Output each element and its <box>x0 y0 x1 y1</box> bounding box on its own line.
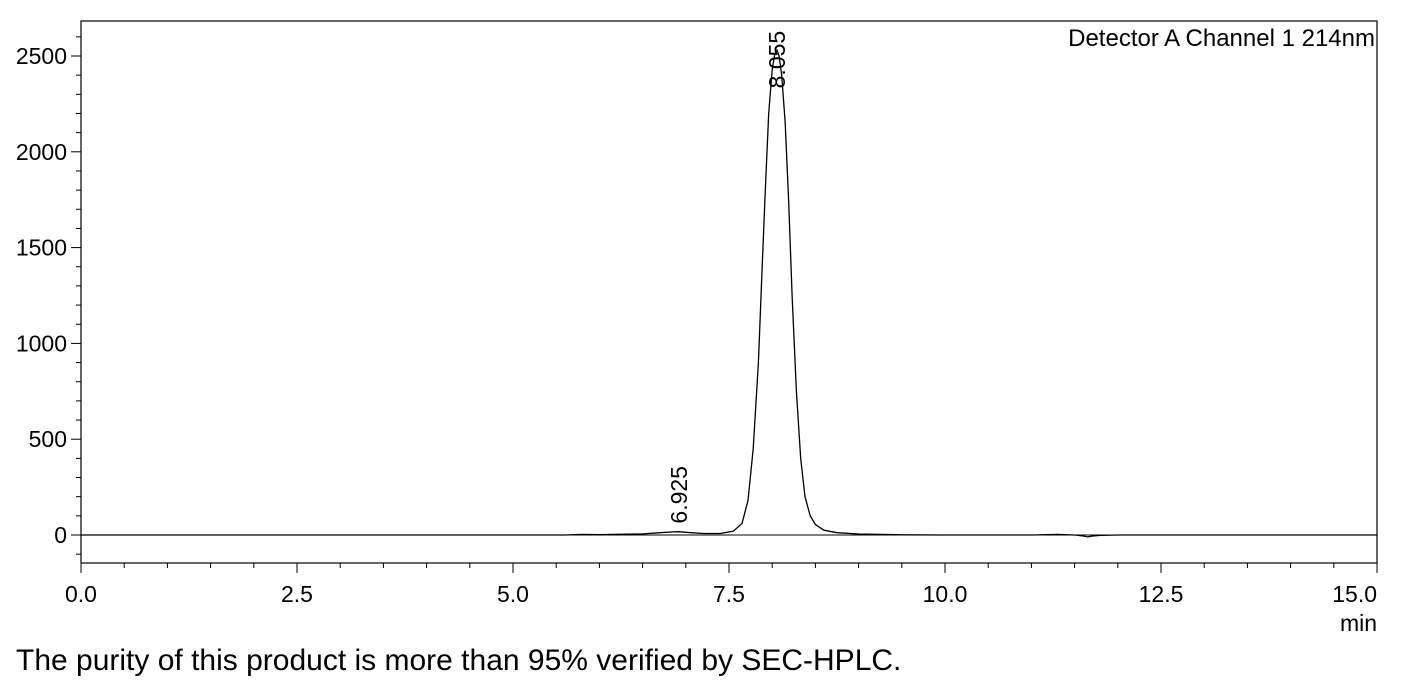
y-tick-label: 1000 <box>16 330 67 356</box>
y-tick-label: 500 <box>29 426 67 452</box>
x-tick-label: 15.0 <box>1332 581 1377 607</box>
x-tick-label: 7.5 <box>713 581 745 607</box>
tick-labels: 0 500 1000 1500 2000 2500 0.0 2.5 5.0 7.5 10.0 12.5… <box>16 43 1377 607</box>
x-axis-unit-label: min <box>1340 610 1377 636</box>
chromatogram-trace <box>81 48 1377 538</box>
peak-label: 8.055 <box>764 31 790 89</box>
x-tick-label: 5.0 <box>497 581 529 607</box>
y-tick-label: 1500 <box>16 235 67 261</box>
y-tick-label: 0 <box>54 522 67 548</box>
chromatogram-chart: 0 500 1000 1500 2000 2500 0.0 2.5 5.0 7.5 10.0 12.5… <box>16 20 1378 636</box>
x-tick-label: 12.5 <box>1139 581 1184 607</box>
y-tick-label: 2000 <box>16 139 67 165</box>
x-tick-label: 10.0 <box>923 581 968 607</box>
peak-labels: 6.925 8.055 <box>666 31 790 524</box>
y-tick-label: 2500 <box>16 43 67 69</box>
plot-frame <box>80 20 1378 564</box>
axis-ticks <box>71 36 1378 573</box>
x-tick-label: 2.5 <box>281 581 313 607</box>
peak-label: 6.925 <box>666 466 692 524</box>
purity-caption: The purity of this product is more than … <box>16 644 902 677</box>
legend-label: Detector A Channel 1 214nm <box>1068 25 1375 52</box>
x-tick-label: 0.0 <box>65 581 97 607</box>
